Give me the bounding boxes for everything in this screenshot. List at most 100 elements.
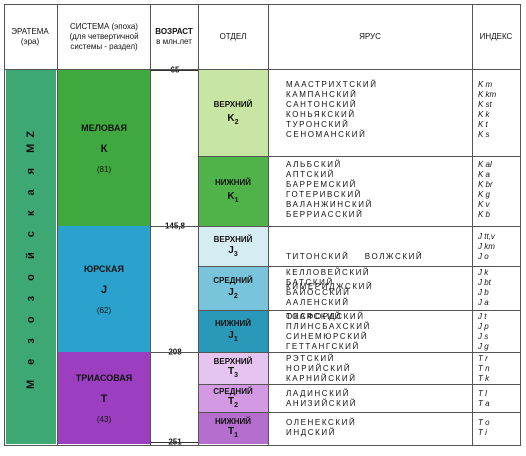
index-value: J g — [478, 342, 489, 351]
system-code: Т — [100, 392, 108, 405]
system-duration: (81) — [96, 164, 112, 174]
index-value: J k — [478, 268, 489, 277]
index-value: T a — [478, 399, 490, 408]
stages-j3: ТИТОНСКИЙ ВОЛЖСКИЙ КИМЕРИДЖСКИЙ ОКСФОРДС… — [286, 232, 423, 332]
index-value: J p — [478, 322, 489, 331]
indices-j3: J tt,v J km J o — [478, 232, 495, 262]
index-value: T i — [478, 428, 487, 437]
grid-line — [472, 4, 473, 446]
stage-name: ИНДСКИЙ — [286, 428, 337, 437]
index-value: K v — [478, 200, 490, 209]
system-name: ТРИАСОВАЯ — [75, 372, 133, 383]
dept-j2: СРЕДНИЙ J2 — [198, 266, 268, 310]
system-cretaceous: МЕЛОВАЯ К (81) — [58, 70, 150, 226]
system-duration: (43) — [96, 414, 112, 424]
stage-name: ПЛИНСБАХСКИЙ — [286, 322, 371, 331]
stage-name: БАЙОССКИЙ — [286, 288, 351, 297]
index-value: K t — [478, 120, 488, 129]
index-value: T l — [478, 389, 487, 398]
indices-k1: K al K a K br K g K v K b — [478, 160, 493, 220]
stage-name: КЕЛЛОВЕЙСКИЙ — [286, 268, 371, 277]
index-value: K st — [478, 100, 492, 109]
era-cell: М е з о з о й с к а я MZ — [6, 70, 56, 444]
header-stage: ЯРУС — [359, 32, 381, 41]
system-duration: (62) — [96, 305, 112, 315]
grid-line — [150, 352, 520, 353]
index-value: K s — [478, 130, 490, 139]
stages-k2: МААСТРИХТСКИЙ КАМПАНСКИЙ САНТОНСКИЙ КОНЬ… — [286, 80, 378, 140]
dept-name: НИЖНИЙ — [214, 178, 252, 187]
stages-t1: ОЛЕНЕКСКИЙ ИНДСКИЙ — [286, 418, 356, 438]
stage-name: ААЛЕНСКИЙ — [286, 298, 350, 307]
index-value: J t — [478, 312, 487, 321]
grid-line — [198, 412, 520, 413]
stage-name: ГОТЕРИВСКИЙ — [286, 190, 363, 199]
grid-line — [150, 4, 151, 446]
index-value: T n — [478, 364, 490, 373]
grid-line — [268, 4, 269, 446]
dept-name: НИЖНИЙ — [214, 319, 252, 328]
stage-name: РЭТСКИЙ — [286, 354, 336, 363]
header-system-sub2: системы - раздел) — [70, 42, 138, 51]
dept-name: НИЖНИЙ — [214, 417, 252, 426]
index-value: T k — [478, 374, 490, 383]
dept-code: T3 — [227, 366, 238, 379]
stage-name: БАТСКИЙ — [286, 278, 334, 287]
indices-j2: J k J bt J b J a — [478, 268, 491, 308]
dept-name: ВЕРХНИЙ — [213, 234, 253, 244]
header-age-sub: в млн.лет — [156, 37, 192, 46]
index-value: J b — [478, 288, 489, 297]
stage-name: НОРИЙСКИЙ — [286, 364, 352, 373]
dept-code: J3 — [228, 244, 238, 258]
dept-code: J1 — [228, 330, 238, 343]
header-system: СИСТЕМА (эпоха) (для четвертичной систем… — [58, 8, 150, 66]
system-triassic: ТРИАСОВАЯ Т (43) — [58, 352, 150, 444]
stage-name: ТОАРСКИЙ — [286, 312, 342, 321]
dept-name: ВЕРХНИЙ — [213, 100, 253, 109]
dept-j1: НИЖНИЙ J1 — [198, 310, 268, 352]
stages-t3: РЭТСКИЙ НОРИЙСКИЙ КАРНИЙСКИЙ — [286, 354, 357, 384]
header-age-title: ВОЗРАСТ — [155, 27, 193, 36]
index-value: J km — [478, 242, 495, 251]
stage-name: АПТСКИЙ — [286, 170, 336, 179]
dept-code: K2 — [227, 113, 239, 126]
dept-name: СРЕДНИЙ — [213, 276, 253, 285]
stages-j2: КЕЛЛОВЕЙСКИЙ БАТСКИЙ БАЙОССКИЙ ААЛЕНСКИЙ — [286, 268, 370, 308]
dept-name: СРЕДНИЙ — [213, 387, 253, 396]
stage-name: ЛАДИНСКИЙ — [286, 389, 351, 398]
header-era-title: ЭРАТЕМА — [11, 27, 49, 36]
age-tick — [150, 70, 198, 71]
grid-line — [4, 69, 521, 70]
stages-t2: ЛАДИНСКИЙ АНИЗИЙСКИЙ — [286, 389, 357, 409]
index-value: J bt — [478, 278, 491, 287]
header-department: ОТДЕЛ — [219, 32, 247, 41]
index-value: K m — [478, 80, 493, 89]
stage-name: ОЛЕНЕКСКИЙ — [286, 418, 357, 427]
index-value: K k — [478, 110, 490, 119]
grid-line — [4, 4, 5, 446]
dept-t3: ВЕРХНИЙ T3 — [198, 352, 268, 384]
era-label: М е з о з о й с к а я MZ — [25, 124, 38, 390]
index-value: K al — [478, 160, 492, 169]
index-value: K g — [478, 190, 491, 199]
indices-k2: K m K km K st K k K t K s — [478, 80, 496, 140]
indices-j1: J t J p J s J g — [478, 312, 489, 352]
header-index: ИНДЕКС — [479, 32, 513, 41]
grid-line — [198, 266, 520, 267]
stage-name: ОКСФОРДСКИЙ — [286, 312, 365, 321]
index-value: T r — [478, 354, 488, 363]
dept-code: J2 — [228, 287, 238, 300]
stage-name: СИНЕМЮРСКИЙ — [286, 332, 369, 341]
header-era: ЭРАТЕМА (эра) — [4, 8, 56, 66]
dept-k1: НИЖНИЙ K1 — [198, 156, 268, 226]
grid-line — [150, 226, 520, 227]
stage-name: ТУРОНСКИЙ — [286, 120, 350, 129]
index-value: T o — [478, 418, 490, 427]
system-jurassic: ЮРСКАЯ J (62) — [58, 226, 150, 352]
grid-line — [57, 4, 58, 446]
index-value: J tt,v — [478, 232, 495, 241]
stage-name: БАРРЕМСКИЙ — [286, 180, 358, 189]
indices-t1: T o T i — [478, 418, 490, 438]
dept-name: ВЕРХНИЙ — [213, 357, 253, 366]
system-code: К — [100, 142, 108, 155]
